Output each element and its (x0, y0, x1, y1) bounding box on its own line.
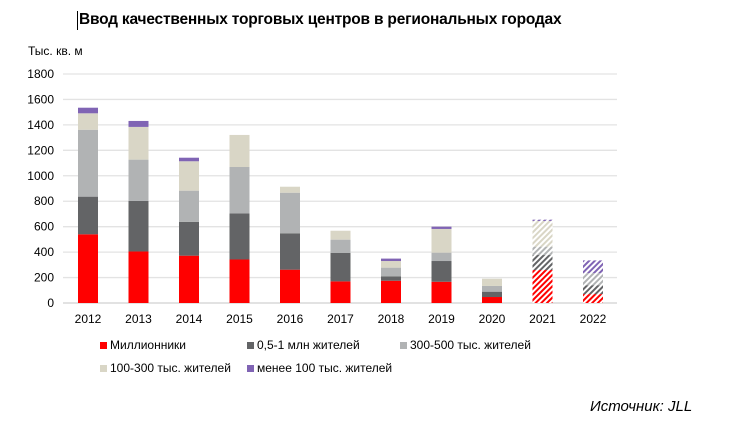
x-tick-label: 2016 (277, 312, 304, 326)
bar-segment-2017-series-1 (330, 253, 351, 282)
bar-segment-2022-series-4 (583, 260, 603, 274)
legend-item: 100-300 тыс. жителей (100, 361, 231, 375)
bar-segment-2016-series-3 (280, 186, 300, 193)
bar-segment-2022-series-2 (583, 273, 603, 286)
bar-segment-2019-series-1 (431, 261, 452, 282)
bar-segment-2013-series-4 (128, 120, 149, 127)
bar-segment-2017-series-2 (330, 239, 351, 254)
bar-segment-2012-series-4 (78, 107, 98, 114)
y-tick-label: 1800 (27, 67, 54, 81)
bar-segment-2015-series-3 (229, 134, 250, 167)
y-tick-label: 200 (34, 271, 54, 285)
bar-segment-2015-series-0 (229, 259, 250, 303)
bar-segment-2020-series-3 (482, 278, 502, 286)
x-tick-label: 2018 (378, 312, 405, 326)
x-tick-label: 2020 (479, 312, 506, 326)
x-tick-label: 2021 (529, 312, 556, 326)
bar-segment-2012-series-2 (78, 129, 98, 197)
bar-segment-2018-series-3 (381, 261, 401, 268)
x-tick-label: 2022 (580, 312, 607, 326)
bar-segment-2015-series-2 (229, 166, 250, 214)
legend-label: 0,5-1 млн жителей (257, 338, 360, 352)
bar-segment-2017-series-0 (330, 281, 351, 303)
legend-item: Миллионники (100, 338, 186, 352)
y-tick-label: 1400 (27, 118, 54, 132)
bar-segment-2020-series-0 (482, 297, 502, 303)
legend-label: 100-300 тыс. жителей (110, 361, 231, 375)
y-tick-label: 400 (34, 245, 54, 259)
y-tick-label: 600 (34, 220, 54, 234)
legend-swatch-icon (100, 364, 107, 372)
bar-segment-2022-series-1 (583, 285, 603, 295)
bar-segment-2012-series-3 (78, 113, 98, 130)
x-tick-label: 2019 (428, 312, 455, 326)
legend-item: менее 100 тыс. жителей (247, 361, 392, 375)
legend-swatch-icon (400, 341, 407, 349)
y-tick-label: 1200 (27, 143, 54, 157)
bar-segment-2013-series-3 (128, 126, 149, 160)
bar-segment-2021-series-4 (532, 219, 553, 221)
bar-segment-2012-series-1 (78, 196, 98, 235)
bar-segment-2019-series-4 (431, 226, 452, 229)
bar-segment-2017-series-3 (330, 230, 351, 240)
legend-item: 300-500 тыс. жителей (400, 338, 531, 352)
bar-segment-2013-series-1 (128, 200, 149, 252)
bar-segment-2014-series-0 (179, 255, 199, 303)
bar-segment-2016-series-1 (280, 233, 300, 270)
bar-segment-2013-series-2 (128, 159, 149, 201)
bar-segment-2014-series-1 (179, 221, 199, 256)
legend-label: менее 100 тыс. жителей (257, 361, 393, 375)
bar-segment-2018-series-0 (381, 280, 401, 303)
x-tick-label: 2012 (75, 312, 102, 326)
bar-segment-2014-series-3 (179, 161, 199, 191)
legend-label: 300-500 тыс. жителей (410, 338, 531, 352)
bar-segment-2014-series-2 (179, 190, 199, 222)
x-tick-label: 2013 (125, 312, 152, 326)
legend-swatch-icon (247, 364, 254, 372)
bar-segment-2020-series-2 (482, 285, 502, 292)
bar-segment-2012-series-0 (78, 234, 98, 303)
bar-segment-2021-series-3 (532, 220, 553, 247)
bar-segment-2019-series-2 (431, 252, 452, 262)
legend-swatch-icon (247, 341, 254, 349)
bar-segment-2020-series-1 (482, 291, 502, 298)
chart-title: Ввод качественных торговых центров в рег… (79, 11, 562, 28)
bar-segment-2021-series-2 (532, 246, 553, 256)
bar-segment-2014-series-4 (179, 157, 199, 162)
bar-segment-2022-series-0 (583, 294, 603, 303)
bar-segment-2019-series-3 (431, 228, 452, 253)
x-tick-label: 2014 (176, 312, 203, 326)
y-tick-label: 800 (34, 194, 54, 208)
bar-segment-2018-series-4 (381, 258, 401, 262)
y-tick-label: 1600 (27, 92, 54, 106)
x-tick-label: 2015 (226, 312, 253, 326)
y-tick-label: 1000 (27, 169, 54, 183)
bar-segment-2018-series-1 (381, 276, 401, 281)
source-note: Источник: JLL (590, 398, 693, 415)
legend-swatch-icon (100, 341, 107, 349)
legend-item: 0,5-1 млн жителей (247, 338, 360, 352)
text-cursor (77, 11, 78, 30)
bar-segment-2021-series-1 (532, 255, 553, 271)
y-axis-label: Тыс. кв. м (28, 44, 83, 58)
bar-segment-2018-series-2 (381, 267, 401, 277)
bar-segment-2013-series-0 (128, 251, 149, 303)
y-tick-label: 0 (47, 296, 54, 310)
bar-segment-2016-series-0 (280, 269, 300, 303)
bar-segment-2019-series-0 (431, 281, 452, 303)
bar-segment-2021-series-0 (532, 270, 553, 303)
x-tick-label: 2017 (327, 312, 354, 326)
legend-label: Миллионники (110, 338, 186, 352)
bar-segment-2015-series-1 (229, 213, 250, 260)
bar-segment-2016-series-2 (280, 192, 300, 234)
